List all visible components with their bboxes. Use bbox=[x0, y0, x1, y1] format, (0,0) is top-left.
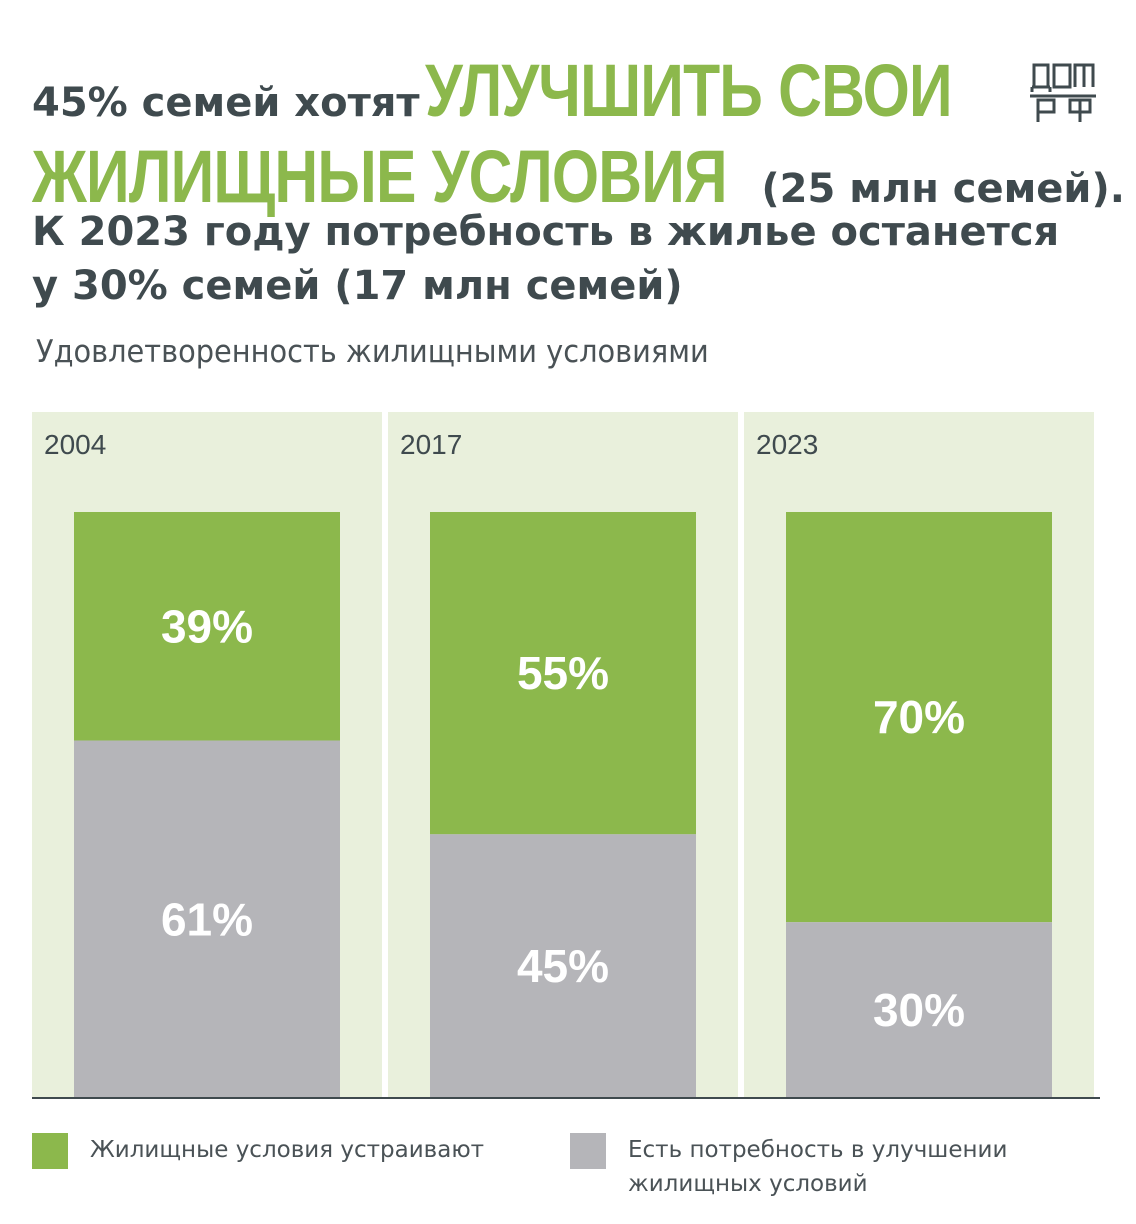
label-satisfied-2004: 39% bbox=[161, 600, 253, 652]
legend-swatch-need-improvement bbox=[570, 1133, 606, 1169]
headline-accent-1: УЛУЧШИТЬ СВОИ bbox=[424, 49, 953, 132]
headline-line-3: К 2023 году потребность в жилье останетс… bbox=[32, 209, 1060, 255]
bar-need-improvement-2004 bbox=[74, 740, 340, 1098]
bar-satisfied-2004 bbox=[74, 512, 340, 741]
bar-need-improvement-2023 bbox=[786, 922, 1052, 1098]
year-label-2017: 2017 bbox=[400, 429, 462, 460]
legend-item-need-improvement: Есть потребность в улучшении жилищных ус… bbox=[628, 1133, 1007, 1201]
label-satisfied-2023: 70% bbox=[873, 691, 965, 743]
legend-item-satisfied: Жилищные условия устраивают bbox=[90, 1137, 485, 1163]
bar-satisfied-2017 bbox=[430, 512, 696, 835]
label-need-improvement-2023: 30% bbox=[873, 984, 965, 1036]
bar-need-improvement-2017 bbox=[430, 834, 696, 1098]
legend-item-need-improvement-line-1: Есть потребность в улучшении bbox=[628, 1137, 1008, 1163]
year-label-2004: 2004 bbox=[44, 429, 106, 460]
headline-accent-2: ЖИЛИЩНЫЕ УСЛОВИЯ bbox=[32, 135, 728, 218]
legend-swatch-satisfied bbox=[32, 1133, 68, 1169]
stacked-bar-chart: 2004 39% 61% 2017 55% 45% 2023 70% 30% bbox=[32, 412, 1100, 1099]
headline-line-4: у 30% семей (17 млн семей) bbox=[32, 263, 683, 309]
dom-rf-logo bbox=[1030, 63, 1096, 122]
headline-line-2: ЖИЛИЩНЫЕ УСЛОВИЯ (25 млн семей). bbox=[32, 140, 1125, 214]
year-label-2023: 2023 bbox=[756, 429, 818, 460]
headline-part2: (25 млн семей). bbox=[761, 166, 1125, 212]
headline-part1: 45% семей хотят bbox=[32, 80, 420, 126]
label-need-improvement-2004: 61% bbox=[161, 893, 253, 945]
label-satisfied-2017: 55% bbox=[517, 647, 609, 699]
headline-line-1: 45% семей хотят УЛУЧШИТЬ СВОИ bbox=[32, 54, 1067, 128]
legend-item-need-improvement-line-2: жилищных условий bbox=[628, 1171, 868, 1197]
chart-title: Удовлетворенность жилищными условиями bbox=[36, 334, 709, 370]
label-need-improvement-2017: 45% bbox=[517, 940, 609, 992]
bar-satisfied-2023 bbox=[786, 512, 1052, 923]
